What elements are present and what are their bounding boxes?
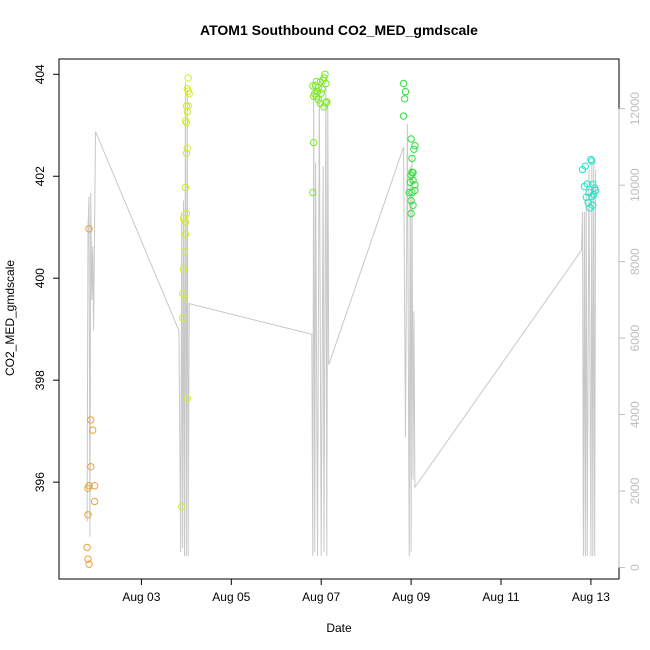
secondary-line-layer bbox=[86, 81, 597, 557]
y2-tick-label: 4000 bbox=[628, 401, 642, 428]
data-point-series-1 bbox=[84, 555, 92, 563]
x-tick-label: Aug 09 bbox=[392, 590, 430, 604]
y-tick-label: 400 bbox=[33, 268, 47, 288]
data-point-series-1 bbox=[85, 560, 93, 568]
data-point-series-2 bbox=[184, 74, 192, 82]
data-point-series-1 bbox=[85, 225, 93, 233]
data-point-series-4 bbox=[408, 154, 416, 163]
y2-tick-label: 10000 bbox=[628, 168, 642, 202]
y2-tick-label: 12000 bbox=[628, 92, 642, 126]
data-point-series-2 bbox=[180, 294, 189, 303]
data-point-series-2 bbox=[178, 289, 187, 298]
data-point-series-1 bbox=[83, 543, 91, 552]
data-point-series-3 bbox=[322, 99, 330, 107]
data-point-series-5 bbox=[586, 204, 594, 212]
data-point-series-3 bbox=[309, 188, 317, 197]
y2-tick-label: 8000 bbox=[628, 248, 642, 275]
data-point-series-4 bbox=[407, 209, 415, 218]
right-y-axis: 0 2000 4000 6000 8000 10000 12000 bbox=[618, 92, 642, 571]
y-tick-label: 398 bbox=[33, 370, 47, 390]
data-point-series-2 bbox=[178, 314, 187, 322]
x-tick-label: Aug 03 bbox=[122, 590, 160, 604]
data-point-series-1 bbox=[90, 482, 99, 490]
data-point-series-3 bbox=[322, 79, 330, 88]
data-point-series-2 bbox=[182, 209, 191, 218]
data-point-series-1 bbox=[89, 426, 97, 434]
x-tick-label: Aug 11 bbox=[482, 590, 519, 604]
data-point-series-2 bbox=[178, 502, 186, 511]
data-point-series-1 bbox=[87, 463, 95, 471]
left-y-axis: 396 398 400 402 404 bbox=[33, 64, 59, 492]
data-point-series-4 bbox=[407, 197, 415, 205]
data-point-series-5 bbox=[583, 180, 591, 188]
data-point-series-5 bbox=[589, 180, 597, 189]
points-layer bbox=[83, 70, 600, 568]
data-point-series-3 bbox=[316, 99, 324, 108]
data-point-series-4 bbox=[405, 188, 413, 197]
data-point-series-5 bbox=[590, 190, 598, 199]
data-point-series-2 bbox=[183, 394, 192, 403]
secondary-series-line bbox=[86, 81, 597, 557]
y2-tick-label: 2000 bbox=[628, 477, 642, 504]
data-point-series-2 bbox=[183, 144, 192, 152]
y-tick-label: 404 bbox=[33, 64, 47, 84]
data-point-series-1 bbox=[87, 416, 95, 424]
x-tick-label: Aug 13 bbox=[572, 590, 610, 604]
y-tick-label: 402 bbox=[33, 166, 47, 186]
data-point-series-2 bbox=[182, 119, 191, 127]
data-point-series-3 bbox=[312, 93, 321, 101]
data-point-series-2 bbox=[181, 183, 190, 192]
data-point-series-2 bbox=[179, 265, 188, 273]
data-point-series-4 bbox=[410, 145, 418, 153]
y2-tick-label: 6000 bbox=[628, 324, 642, 351]
data-point-series-4 bbox=[408, 168, 416, 176]
chart-title: ATOM1 Southbound CO2_MED_gmdscale bbox=[200, 22, 478, 38]
data-point-series-5 bbox=[588, 192, 596, 201]
data-point-series-4 bbox=[411, 142, 419, 150]
y-axis-label: CO2_MED_gmdscale bbox=[3, 260, 17, 376]
data-point-series-4 bbox=[399, 79, 408, 88]
data-point-series-1 bbox=[90, 497, 99, 506]
data-point-series-4 bbox=[399, 112, 408, 120]
y2-tick-label: 0 bbox=[628, 564, 642, 571]
data-point-series-4 bbox=[400, 95, 409, 103]
x-tick-label: Aug 05 bbox=[212, 590, 250, 604]
data-point-series-4 bbox=[406, 178, 414, 187]
y-tick-label: 396 bbox=[33, 472, 47, 492]
data-point-series-3 bbox=[318, 85, 326, 93]
data-point-series-3 bbox=[321, 70, 329, 79]
data-point-series-2 bbox=[181, 230, 190, 239]
data-point-series-4 bbox=[401, 87, 410, 96]
data-point-series-1 bbox=[85, 482, 93, 490]
data-point-series-3 bbox=[310, 138, 318, 147]
data-point-series-2 bbox=[185, 90, 193, 98]
x-axis: Aug 03 Aug 05 Aug 07 Aug 09 Aug 11 Aug 13 bbox=[122, 579, 610, 604]
data-point-series-5 bbox=[588, 157, 596, 165]
data-point-series-2 bbox=[181, 218, 190, 226]
data-point-series-2 bbox=[182, 149, 191, 158]
data-point-series-3 bbox=[317, 89, 325, 97]
data-point-series-1 bbox=[84, 511, 92, 519]
data-point-series-2 bbox=[180, 248, 189, 256]
data-point-series-5 bbox=[581, 162, 589, 170]
data-point-series-5 bbox=[587, 155, 595, 164]
x-tick-label: Aug 07 bbox=[302, 590, 340, 604]
data-point-series-4 bbox=[409, 201, 417, 210]
data-point-series-4 bbox=[407, 135, 415, 143]
data-point-series-5 bbox=[591, 186, 600, 195]
data-point-series-2 bbox=[184, 102, 192, 110]
x-axis-label: Date bbox=[326, 621, 352, 635]
